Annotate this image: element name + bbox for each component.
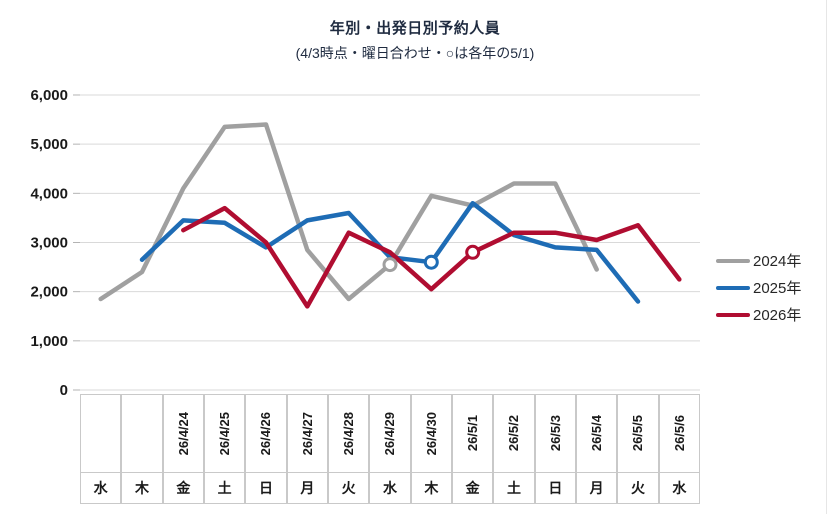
x-date-label: 26/5/3 xyxy=(547,415,563,452)
x-weekday-cell: 水 xyxy=(369,472,411,504)
x-weekday-cell: 水 xyxy=(658,472,700,504)
x-weekday-label: 水 xyxy=(93,480,108,496)
x-date-label: 26/4/24 xyxy=(175,411,191,456)
x-date-cell: 26/5/6 xyxy=(658,394,700,473)
x-weekday-label: 水 xyxy=(672,480,687,496)
y-tick-label: 0 xyxy=(60,382,68,399)
x-date-cell: 26/4/28 xyxy=(328,394,370,473)
y-tick-label: 3,000 xyxy=(30,234,68,251)
x-date-cell: 26/5/3 xyxy=(534,394,576,473)
series-line-2024年 xyxy=(98,122,599,302)
legend-item-2025年: 2025年 xyxy=(716,274,801,301)
x-date-cell: 26/4/26 xyxy=(245,394,287,473)
y-tick-label: 2,000 xyxy=(30,284,68,301)
x-weekday-cell: 日 xyxy=(534,472,576,504)
may1-marker-2024年 xyxy=(382,257,398,273)
x-weekday-label: 木 xyxy=(424,480,439,496)
x-date-label: 26/4/30 xyxy=(423,411,439,456)
x-weekday-cell: 月 xyxy=(286,472,328,504)
x-date-cell: 26/5/4 xyxy=(576,394,618,473)
x-weekday-label: 月 xyxy=(300,480,315,496)
chart-subtitle: (4/3時点・曜日合わせ・○は各年の5/1) xyxy=(295,45,535,61)
legend-line-swatch xyxy=(716,285,750,290)
legend-line-swatch xyxy=(716,312,750,317)
legend: 2024年 2025年 2026年 xyxy=(716,247,801,328)
x-weekday-cell: 金 xyxy=(452,472,494,504)
x-weekday-cell: 木 xyxy=(410,472,452,504)
y-tick-label: 6,000 xyxy=(30,87,68,104)
x-date-cell: 26/4/27 xyxy=(286,394,328,473)
x-weekday-label: 火 xyxy=(341,480,356,496)
x-weekday-label: 金 xyxy=(465,480,480,496)
x-weekday-label: 月 xyxy=(589,480,604,496)
x-weekday-cell: 火 xyxy=(328,472,370,504)
x-weekday-label: 土 xyxy=(217,480,232,496)
legend-item-2026年: 2026年 xyxy=(716,301,801,328)
legend-label: 2026年 xyxy=(753,307,802,324)
legend-label: 2024年 xyxy=(753,253,802,270)
x-date-label: 26/5/5 xyxy=(630,415,646,452)
legend-label: 2025年 xyxy=(753,280,802,297)
chart-right-border xyxy=(826,0,827,514)
x-date-cell: 26/4/24 xyxy=(162,394,204,473)
x-date-label: 26/5/1 xyxy=(465,415,481,452)
x-weekday-label: 水 xyxy=(382,480,397,496)
legend-line-swatch xyxy=(716,258,750,263)
x-weekday-label: 日 xyxy=(258,480,273,496)
x-weekday-label: 金 xyxy=(176,480,191,496)
x-date-cell: 26/5/2 xyxy=(493,394,535,473)
x-date-cell xyxy=(121,394,163,473)
x-weekday-cell: 月 xyxy=(576,472,618,504)
x-date-cell: 26/4/30 xyxy=(410,394,452,473)
x-date-label: 26/4/28 xyxy=(341,411,357,456)
x-weekday-cell: 木 xyxy=(121,472,163,504)
x-weekday-label: 火 xyxy=(630,480,645,496)
x-date-cell: 26/4/25 xyxy=(204,394,246,473)
x-date-label: 26/4/29 xyxy=(382,411,398,456)
legend-item-2024年: 2024年 xyxy=(716,247,801,274)
x-weekday-cell: 火 xyxy=(617,472,659,504)
x-date-cell: 26/4/29 xyxy=(369,394,411,473)
y-tick-label: 5,000 xyxy=(30,136,68,153)
x-date-label: 26/5/2 xyxy=(506,415,522,452)
x-weekday-cell: 日 xyxy=(245,472,287,504)
x-date-label: 26/5/6 xyxy=(671,415,687,452)
x-date-label: 26/4/26 xyxy=(258,411,274,456)
x-weekday-cell: 土 xyxy=(493,472,535,504)
x-date-label: 26/4/27 xyxy=(299,411,315,456)
x-date-cell: 26/5/5 xyxy=(617,394,659,473)
may1-marker-2026年 xyxy=(465,244,481,260)
x-date-label: 26/4/25 xyxy=(217,411,233,456)
series-line-2026年 xyxy=(181,205,682,309)
may1-marker-2025年 xyxy=(423,254,439,270)
chart-title: 年別・出発日別予約人員 xyxy=(329,20,501,37)
x-weekday-label: 土 xyxy=(506,480,521,496)
y-tick-label: 1,000 xyxy=(30,333,68,350)
x-weekday-label: 日 xyxy=(548,480,563,496)
x-weekday-label: 木 xyxy=(134,480,149,496)
x-weekday-cell: 金 xyxy=(162,472,204,504)
x-date-label: 26/5/4 xyxy=(589,415,605,452)
x-weekday-cell: 土 xyxy=(204,472,246,504)
x-weekday-cell: 水 xyxy=(80,472,122,504)
x-date-cell: 26/5/1 xyxy=(452,394,494,473)
x-date-cell xyxy=(80,394,122,473)
y-tick-label: 4,000 xyxy=(30,185,68,202)
